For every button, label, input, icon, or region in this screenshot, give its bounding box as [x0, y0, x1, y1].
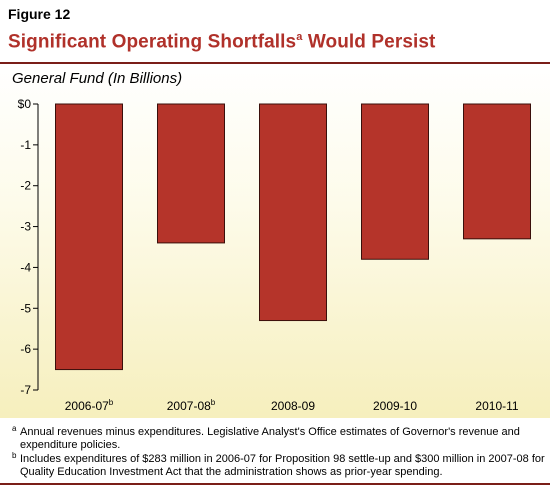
footnote-b-mark: b — [12, 451, 17, 460]
x-tick-label: 2009-10 — [373, 399, 417, 413]
bar-chart: $0 -1 -2 -3 -4 -5 -6 -7 2006-07b 2007-08b 2008-09… — [18, 97, 531, 413]
y-tick-label: -4 — [20, 260, 31, 274]
title-main: Significant Operating Shortfalls — [8, 31, 297, 53]
top-rule — [0, 62, 550, 64]
footnotes: a Annual revenues minus expenditures. Le… — [0, 418, 550, 483]
figure-label: Figure 12 — [8, 6, 71, 22]
y-tick-label: -1 — [20, 138, 31, 152]
bar-2007-08 — [157, 103, 225, 244]
y-tick-label: -2 — [20, 179, 31, 193]
y-tick-label: $0 — [18, 97, 32, 111]
bottom-rule — [0, 483, 550, 485]
title-tail: Would Persist — [302, 31, 436, 53]
x-tick-label: 2006-07b — [65, 398, 114, 413]
y-tick-label: -7 — [20, 383, 31, 397]
y-axis: $0 -1 -2 -3 -4 -5 -6 -7 — [18, 97, 39, 397]
footnote-a: a Annual revenues minus expenditures. Le… — [12, 424, 545, 451]
title-footnote-mark: a — [296, 31, 303, 43]
chart-subtitle: General Fund (In Billions) — [12, 70, 183, 87]
x-tick-footnote-mark: b — [109, 398, 114, 407]
x-tick-label: 2010-11 — [475, 399, 518, 413]
x-tick-label: 2007-08b — [167, 398, 216, 413]
x-tick-label: 2008-09 — [271, 399, 315, 413]
y-tick-label: -3 — [20, 220, 31, 234]
x-axis: 2006-07b 2007-08b 2008-09 2009-10 2010-11 — [65, 398, 519, 413]
footnote-a-text: Annual revenues minus expenditures. Legi… — [20, 426, 520, 451]
bar-2009-10 — [361, 103, 429, 260]
chart-title: Significant Operating Shortfallsa Would … — [8, 31, 435, 53]
bar-2008-09 — [259, 103, 327, 322]
y-tick-label: -6 — [20, 342, 31, 356]
x-tick-footnote-mark: b — [211, 398, 216, 407]
y-tick-label: -5 — [20, 301, 31, 315]
bar-2010-11 — [463, 103, 531, 240]
bar-2006-07 — [55, 103, 123, 371]
footnote-b-text: Includes expenditures of $283 million in… — [20, 453, 545, 478]
bars — [55, 103, 531, 371]
footnote-a-mark: a — [12, 424, 17, 433]
footnote-b: b Includes expenditures of $283 million … — [12, 451, 545, 478]
